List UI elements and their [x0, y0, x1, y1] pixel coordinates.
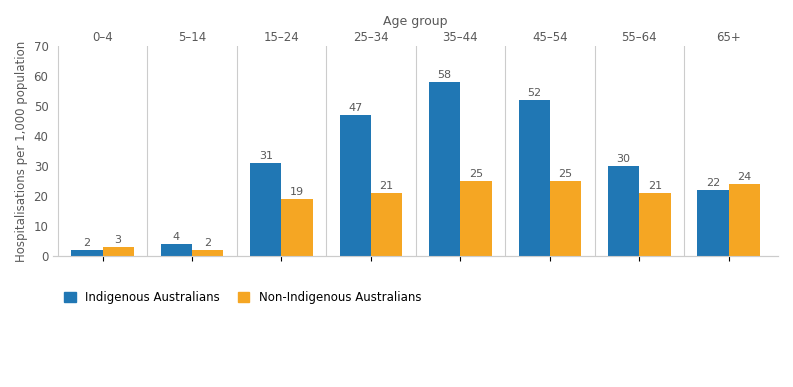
Text: 2: 2	[83, 238, 90, 248]
Text: 30: 30	[617, 154, 630, 164]
X-axis label: Age group: Age group	[383, 15, 448, 28]
Bar	[639, 193, 671, 256]
Bar	[250, 163, 282, 256]
Text: 52: 52	[527, 88, 542, 98]
Text: 31: 31	[259, 151, 273, 161]
Bar	[192, 250, 224, 256]
Text: 47: 47	[348, 103, 362, 113]
Bar	[729, 184, 760, 256]
Text: 19: 19	[290, 187, 305, 197]
Text: 3: 3	[115, 235, 121, 245]
Bar	[519, 100, 550, 256]
Text: 21: 21	[648, 181, 662, 191]
Text: 58: 58	[438, 70, 452, 80]
Text: 2: 2	[204, 238, 211, 248]
Text: 4: 4	[173, 232, 180, 242]
Bar	[608, 166, 639, 256]
Text: 25: 25	[558, 169, 573, 179]
Bar	[282, 199, 312, 256]
Bar	[102, 247, 134, 256]
Bar	[429, 82, 461, 256]
Bar	[461, 181, 492, 256]
Text: 24: 24	[737, 172, 752, 182]
Bar	[71, 250, 102, 256]
Text: 22: 22	[706, 178, 720, 188]
Bar	[550, 181, 581, 256]
Bar	[161, 244, 192, 256]
Y-axis label: Hospitalisations per 1,000 population: Hospitalisations per 1,000 population	[15, 40, 28, 262]
Bar	[698, 190, 729, 256]
Bar	[371, 193, 402, 256]
Bar	[339, 115, 371, 256]
Text: 25: 25	[469, 169, 483, 179]
Text: 21: 21	[380, 181, 393, 191]
Legend: Indigenous Australians, Non-Indigenous Australians: Indigenous Australians, Non-Indigenous A…	[59, 286, 426, 308]
